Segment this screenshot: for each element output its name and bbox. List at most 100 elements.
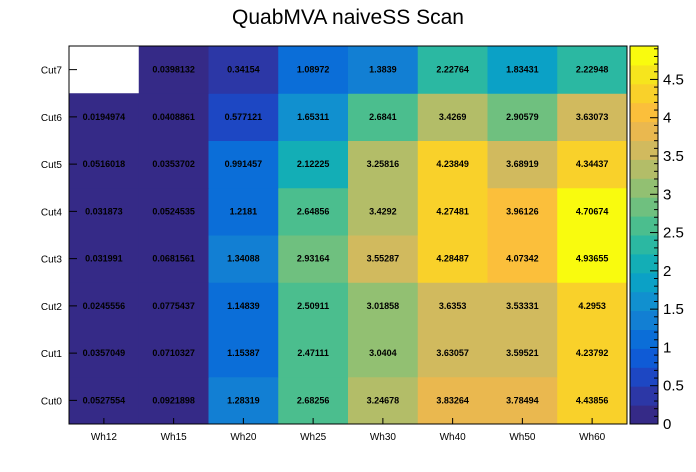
chart-title: QuabMVA naiveSS Scan — [232, 6, 464, 29]
cell-value-label: 0.031991 — [85, 254, 123, 264]
y-tick-label: Cut3 — [41, 255, 63, 266]
color-scale-segment — [630, 178, 658, 198]
x-tick-label: Wh60 — [579, 432, 606, 443]
color-scale-label: 2 — [663, 263, 671, 280]
heatmap-cell — [487, 376, 558, 425]
color-scale-bar — [629, 45, 659, 425]
color-scale-label: 1.5 — [663, 301, 684, 318]
color-scale-segment — [630, 46, 658, 66]
cell-value-label: 0.0353702 — [152, 159, 195, 169]
x-axis: Wh12 Wh15 Wh20 Wh25 Wh30 Wh40 Wh50 Wh60 — [91, 418, 606, 443]
heatmap-cell — [348, 235, 419, 283]
cell-value-label: 2.47111 — [297, 348, 329, 358]
cell-value-label: 4.93655 — [576, 254, 609, 264]
heatmap-cell — [278, 187, 349, 236]
heatmap-cell — [557, 46, 628, 94]
cell-value-label: 3.96126 — [506, 206, 539, 216]
cell-value-label: 4.23792 — [576, 348, 609, 358]
heatmap-cell — [557, 140, 628, 189]
cell-value-label: 0.0408861 — [152, 112, 195, 122]
heatmap-cell — [69, 235, 140, 283]
heatmap-cell — [348, 46, 419, 94]
cell-value-label: 1.15387 — [227, 348, 260, 358]
heatmap-cell — [557, 235, 628, 283]
cell-value-label: 1.14839 — [227, 301, 260, 311]
heatmap-cell — [69, 187, 140, 236]
color-scale-segment — [630, 83, 658, 104]
color-scale-segment — [630, 310, 658, 330]
color-scale-segment — [630, 235, 658, 255]
cell-value-label: 1.34088 — [227, 254, 260, 264]
heatmap-cell — [417, 46, 488, 94]
heatmap-cell — [487, 329, 558, 378]
heatmap-cell — [278, 376, 349, 425]
heatmap-cell — [138, 140, 209, 189]
heatmap-cell — [487, 46, 558, 94]
color-scale-segment — [630, 405, 658, 425]
cell-value-label: 3.6353 — [439, 301, 467, 311]
heatmap-cell — [69, 93, 140, 141]
cell-value-label: 4.2953 — [578, 301, 606, 311]
cell-value-label: 4.28487 — [436, 254, 469, 264]
cell-value-label: 3.68919 — [506, 159, 539, 169]
y-tick-label: Cut6 — [41, 113, 63, 124]
color-scale-label: 0 — [663, 416, 671, 433]
heatmap-cell — [208, 329, 279, 378]
heatmap-cell — [417, 235, 488, 283]
cell-value-label: 2.6841 — [369, 112, 397, 122]
cell-value-label: 1.83431 — [506, 65, 539, 75]
cell-value-label: 4.27481 — [436, 206, 469, 216]
heatmap-cell — [208, 46, 279, 94]
cell-value-label: 1.28319 — [227, 395, 260, 405]
cell-value-label: 0.0527554 — [83, 395, 126, 405]
y-tick-label: Cut4 — [41, 207, 63, 218]
color-scale-segment — [630, 253, 658, 274]
heatmap-cell — [557, 93, 628, 141]
heatmap-cell — [278, 46, 349, 94]
heatmap-cell — [417, 329, 488, 378]
cell-value-label: 0.031873 — [85, 206, 123, 216]
cell-value-label: 0.577121 — [225, 112, 263, 122]
cell-value-label: 3.4269 — [439, 112, 467, 122]
color-scale-label: 4.5 — [663, 71, 684, 88]
heatmap-cell — [417, 187, 488, 236]
heatmap-cell — [348, 376, 419, 425]
cell-value-label: 0.0194974 — [83, 112, 126, 122]
cell-value-label: 3.0404 — [369, 348, 397, 358]
heatmap-cell — [138, 46, 209, 94]
heatmap-cell — [487, 282, 558, 330]
heatmap-cell — [278, 93, 349, 141]
heatmap-cell — [557, 376, 628, 425]
heatmap-cell — [69, 140, 140, 189]
cell-value-label: 3.55287 — [367, 254, 400, 264]
cell-value-label: 2.50911 — [297, 301, 329, 311]
heatmap-cell — [417, 140, 488, 189]
heatmap-cell — [348, 93, 419, 141]
color-scale-label: 2.5 — [663, 225, 684, 242]
x-tick-label: Wh30 — [370, 432, 397, 443]
y-tick-label: Cut1 — [41, 349, 63, 360]
cell-value-label: 3.24678 — [367, 395, 400, 405]
cell-value-label: 2.22948 — [576, 65, 609, 75]
color-scale-label: 1 — [663, 339, 671, 356]
cell-value-label: 4.43856 — [576, 395, 609, 405]
y-tick-label: Cut7 — [41, 66, 63, 77]
cell-value-label: 0.991457 — [225, 159, 263, 169]
cell-value-label: 3.78494 — [506, 395, 539, 405]
x-tick-label: Wh25 — [300, 432, 327, 443]
heatmap-cell — [487, 140, 558, 189]
cell-value-label: 0.34154 — [227, 65, 260, 75]
cell-value-label: 0.0398132 — [152, 65, 195, 75]
heatmap-cell — [69, 329, 140, 378]
y-tick-label: Cut5 — [41, 160, 63, 171]
color-scale-segment — [630, 272, 658, 293]
heatmap-cell — [138, 376, 209, 425]
cell-value-label: 2.68256 — [297, 395, 330, 405]
heatmap-cell — [208, 376, 279, 425]
color-scale-label: 0.5 — [663, 378, 684, 395]
heatmap-cell — [348, 187, 419, 236]
color-scale-segment — [630, 367, 658, 387]
color-scale-segment — [630, 216, 658, 236]
heatmap-cell — [278, 140, 349, 189]
color-scale-segment — [630, 348, 658, 368]
